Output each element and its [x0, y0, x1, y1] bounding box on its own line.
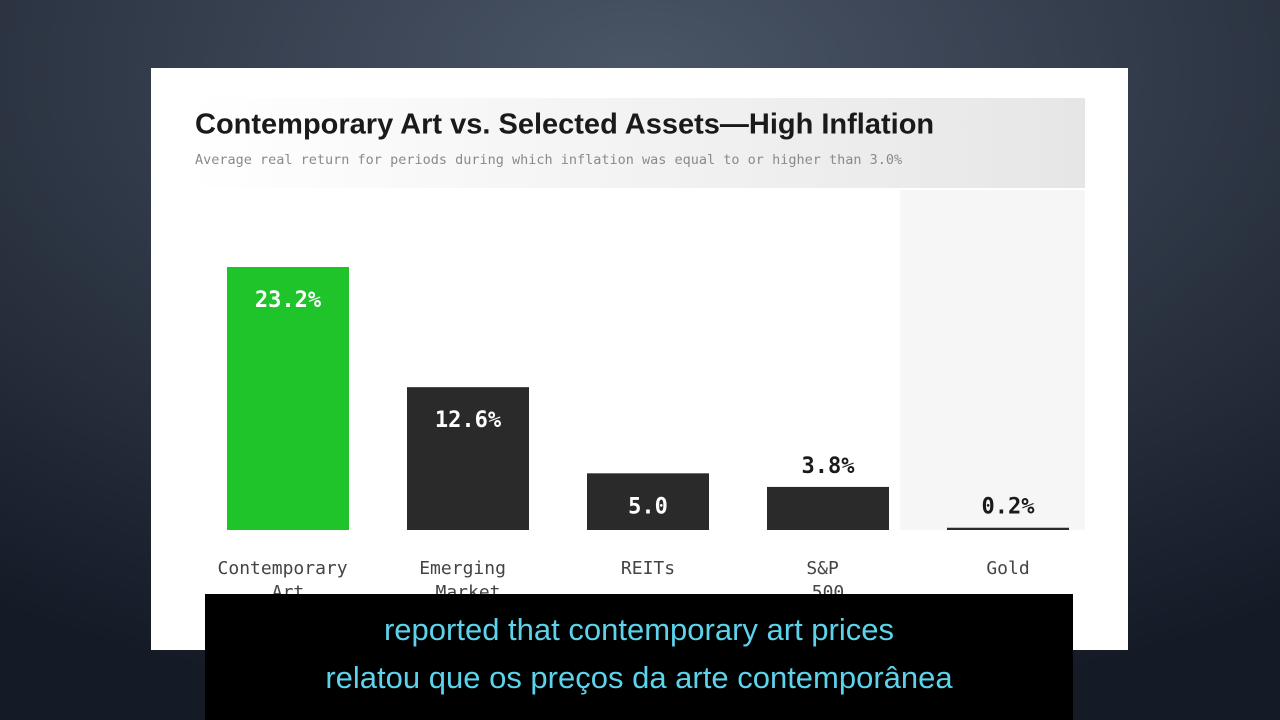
header-band: [190, 98, 1085, 188]
caption-line: relatou que os preços da arte contemporâ…: [325, 660, 953, 695]
chart-title: Contemporary Art vs. Selected Assets—Hig…: [195, 109, 934, 141]
bar: [227, 267, 349, 530]
bar: [947, 527, 1069, 530]
value-label: 23.2%: [255, 288, 322, 313]
x-tick-label: Gold: [986, 558, 1029, 579]
caption-box: [205, 594, 1073, 720]
chart-subtitle: Average real return for periods during w…: [195, 152, 902, 168]
bar: [767, 486, 889, 530]
backdrop: [900, 190, 1085, 530]
caption-line: reported that contemporary art prices: [384, 612, 894, 647]
value-label: 12.6%: [435, 408, 502, 433]
value-label: 0.2%: [982, 495, 1036, 520]
bar: [587, 473, 709, 530]
value-label: 5.0: [628, 494, 668, 519]
bar: [407, 387, 529, 530]
value-label: 3.8%: [802, 454, 856, 479]
x-tick-label: REITs: [621, 558, 675, 579]
